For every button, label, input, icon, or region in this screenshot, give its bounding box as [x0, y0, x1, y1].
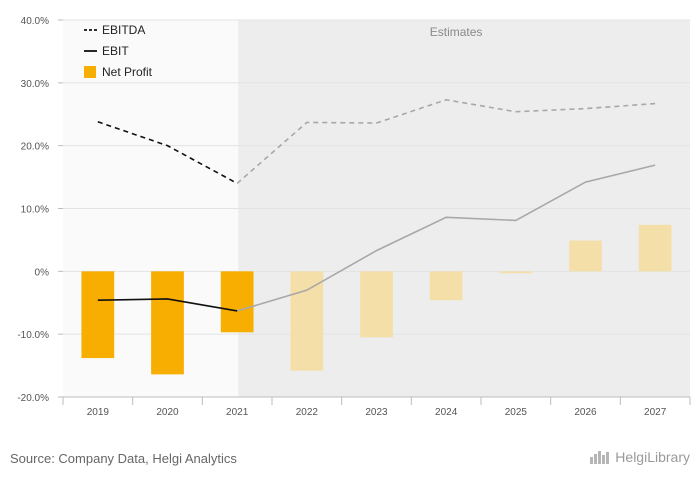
ebit-line-estimate	[236, 164, 656, 312]
x-tick-label: 2023	[365, 407, 388, 418]
y-tick-label: 20.0%	[21, 142, 49, 153]
brand-logo[interactable]: HelgiLibrary	[589, 449, 690, 465]
y-tick-label: -10.0%	[17, 330, 49, 341]
ebit-legend-label: EBIT	[102, 44, 129, 58]
net-profit-bar	[81, 271, 115, 359]
ebitda-legend-label: EBITDA	[102, 23, 145, 37]
y-tick-label: 10.0%	[21, 205, 49, 216]
x-tick-label: 2022	[296, 407, 319, 418]
net-profit-bar	[429, 271, 463, 301]
source-note: Source: Company Data, Helgi Analytics	[10, 451, 237, 466]
chart-container: -20.0% -10.0% 0% 10.0% 20.0% 30.0% 40.0% Estima…	[17, 16, 691, 418]
footer: Source: Company Data, Helgi Analytics He…	[0, 440, 700, 483]
net-profit-bar	[290, 271, 324, 371]
x-tick-label: 2019	[87, 407, 110, 418]
library-icon	[590, 451, 610, 464]
ebitda-line	[97, 121, 238, 185]
net-profit-legend-swatch	[84, 66, 96, 78]
estimates-label: Estimates	[430, 25, 483, 39]
ebit-line	[97, 298, 238, 312]
y-tick-label: 0%	[35, 267, 50, 278]
net-profit-bar	[151, 271, 184, 375]
x-tick-label: 2021	[226, 407, 249, 418]
y-tick-label: 30.0%	[21, 79, 49, 90]
net-profit-bar	[220, 271, 254, 333]
x-tick-label: 2026	[574, 407, 597, 418]
ebitda-line-estimate	[236, 98, 656, 184]
net-profit-bar	[499, 271, 533, 274]
y-tick-label: 40.0%	[21, 16, 49, 27]
x-tick-label: 2024	[435, 407, 458, 418]
net-profit-legend-label: Net Profit	[102, 65, 153, 79]
x-tick-label: 2020	[156, 407, 179, 418]
net-profit-bar	[569, 240, 602, 272]
brand-name: HelgiLibrary	[615, 449, 690, 465]
legend: EBITDA EBIT Net Profit	[84, 23, 153, 79]
chart-svg: -20.0% -10.0% 0% 10.0% 20.0% 30.0% 40.0% Estima…	[17, 16, 691, 418]
x-tick-label: 2025	[505, 407, 528, 418]
net-profit-bar	[360, 271, 393, 338]
x-tick-label: 2027	[644, 407, 667, 418]
net-profit-bar	[638, 224, 672, 272]
y-tick-label: -20.0%	[17, 393, 49, 404]
